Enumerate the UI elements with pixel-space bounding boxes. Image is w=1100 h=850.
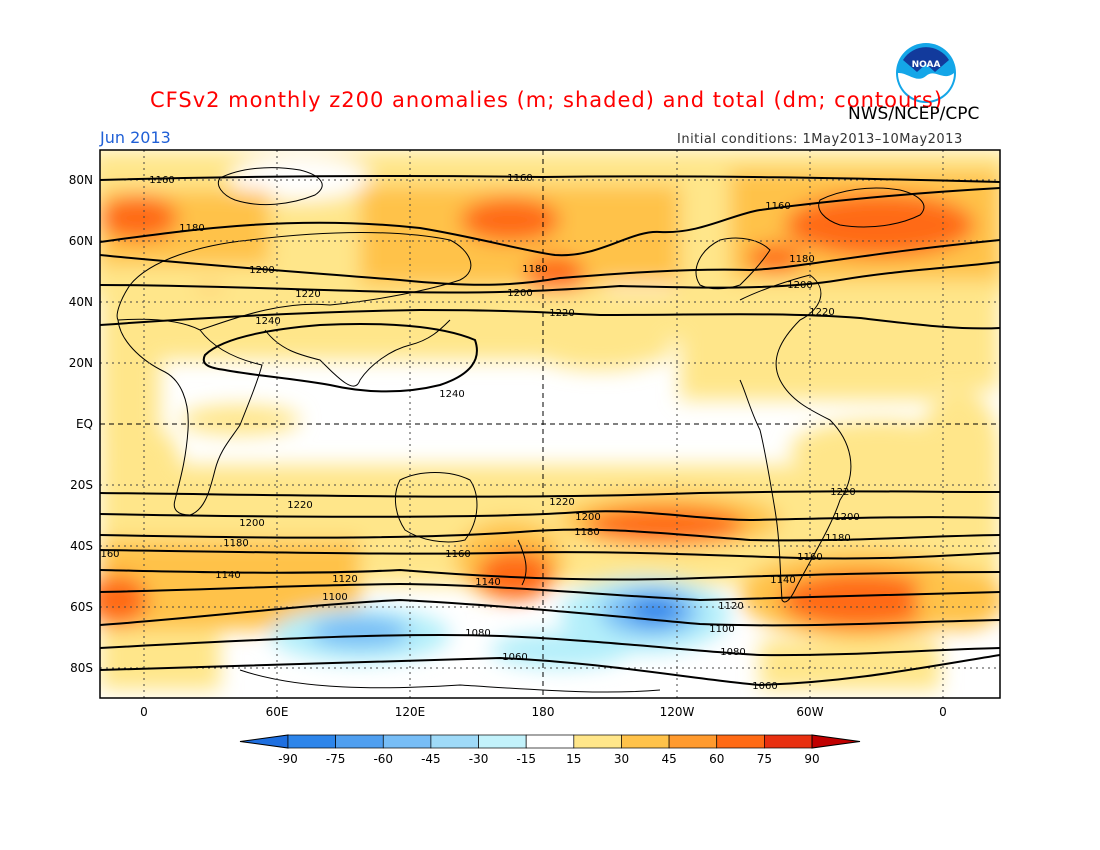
contour-label: 1080 <box>465 628 490 639</box>
contour-label: 1140 <box>770 575 795 586</box>
colorbar-box <box>525 734 575 749</box>
lat-label: 40S <box>70 539 93 553</box>
colorbar-arrow-right <box>811 734 861 749</box>
lat-label: 20N <box>69 356 93 370</box>
latitude-labels: 80N 60N 40N 20N EQ 20S 40S 60S 80S <box>69 173 93 675</box>
colorbar-box <box>382 734 432 749</box>
contour-label: 1180 <box>825 533 850 544</box>
contour-label: 1180 <box>522 264 547 275</box>
contour-label: 1120 <box>332 574 357 585</box>
colorbar-tick-label: 45 <box>661 752 676 766</box>
contour-label: 1160 <box>507 173 532 184</box>
logo-text: NOAA <box>912 60 941 70</box>
height-contours <box>100 175 1000 687</box>
contour-label: 1160 <box>149 175 174 186</box>
contour-label: 1120 <box>718 601 743 612</box>
contour-label: 1200 <box>834 512 859 523</box>
equator-dateline <box>100 150 1000 698</box>
map-title: CFSv2 monthly z200 anomalies (m; shaded)… <box>150 88 944 112</box>
contour-labels: 1160 1160 1160 1180 1180 1180 1200 1200 … <box>100 173 859 692</box>
colorbar-box <box>478 734 527 749</box>
contour-label: 1200 <box>507 288 532 299</box>
contour-label: 1060 <box>502 652 527 663</box>
colorbar-box <box>430 734 479 749</box>
lat-label: 20S <box>70 478 93 492</box>
contour-label: 1200 <box>575 512 600 523</box>
longitude-labels: 0 60E 120E 180 120W 60W 0 <box>140 705 947 719</box>
colorbar-box <box>716 734 765 749</box>
lat-label: 40N <box>69 295 93 309</box>
contour-label: 1200 <box>249 265 274 276</box>
lon-label: 60E <box>266 705 289 719</box>
contour-label: 1220 <box>830 487 855 498</box>
lat-label: 60S <box>70 600 93 614</box>
colorbar: -90 -75 -60 -45 -30 -15 15 30 45 60 75 90 <box>239 734 861 766</box>
colorbar-box <box>287 734 336 749</box>
contour-label: 1100 <box>322 592 347 603</box>
colorbar-tick-label: -90 <box>278 752 298 766</box>
coastlines <box>116 167 925 693</box>
month-label: Jun 2013 <box>100 128 171 147</box>
contour-label: 1160 <box>797 552 822 563</box>
lat-lon-grid <box>100 150 1000 698</box>
contour-label: 1140 <box>475 577 500 588</box>
contour-label: 1240 <box>255 316 280 327</box>
colorbar-tick-label: -30 <box>469 752 489 766</box>
lon-label: 60W <box>796 705 823 719</box>
contour-label: 1180 <box>179 223 204 234</box>
initial-conditions-label: Initial conditions: 1May2013–10May2013 <box>677 132 963 147</box>
contour-label: 1160 <box>445 549 470 560</box>
contour-label: 160 <box>100 549 119 560</box>
contour-label: 1240 <box>439 389 464 400</box>
lat-label: 80S <box>70 661 93 675</box>
colorbar-box <box>573 734 622 749</box>
contour-label: 1100 <box>709 624 734 635</box>
contour-label: 1160 <box>765 201 790 212</box>
lon-label: 0 <box>140 705 148 719</box>
noaa-logo: NOAA <box>895 42 957 104</box>
contour-label: 1220 <box>549 497 574 508</box>
contour-label: 1180 <box>789 254 814 265</box>
colorbar-tick-label: -60 <box>373 752 393 766</box>
lat-label: 60N <box>69 234 93 248</box>
colorbar-box <box>335 734 384 749</box>
agency-label: NWS/NCEP/CPC <box>848 104 980 124</box>
contour-label: 1220 <box>549 308 574 319</box>
contour-label: 1140 <box>215 570 240 581</box>
contour-label: 1080 <box>720 647 745 658</box>
contour-label: 1200 <box>787 280 812 291</box>
colorbar-tick-label: -15 <box>516 752 536 766</box>
colorbar-tick-label: 75 <box>757 752 772 766</box>
colorbar-box <box>764 734 813 749</box>
contour-label: 1180 <box>223 538 248 549</box>
colorbar-tick-label: 30 <box>614 752 629 766</box>
colorbar-tick-label: 60 <box>709 752 724 766</box>
contour-label: 1220 <box>295 289 320 300</box>
colorbar-box <box>621 734 670 749</box>
lat-label: EQ <box>76 417 93 431</box>
colorbar-tick-label: 90 <box>804 752 819 766</box>
lat-label: 80N <box>69 173 93 187</box>
contour-label: 1060 <box>752 681 777 692</box>
lon-label: 120E <box>395 705 426 719</box>
map-frame <box>99 149 1001 699</box>
contour-label: 1220 <box>809 307 834 318</box>
colorbar-arrow-left <box>239 734 289 749</box>
lon-label: 180 <box>532 705 555 719</box>
map-frame-content: 1160 1160 1160 1180 1180 1180 1200 1200 … <box>100 150 1000 698</box>
contour-label: 1220 <box>287 500 312 511</box>
lon-label: 0 <box>939 705 947 719</box>
contour-label: 1180 <box>574 527 599 538</box>
colorbar-tick-label: -45 <box>421 752 441 766</box>
contour-label: 1200 <box>239 518 264 529</box>
colorbar-box <box>668 734 718 749</box>
colorbar-tick-label: 15 <box>566 752 581 766</box>
lon-label: 120W <box>660 705 695 719</box>
colorbar-tick-label: -75 <box>326 752 346 766</box>
